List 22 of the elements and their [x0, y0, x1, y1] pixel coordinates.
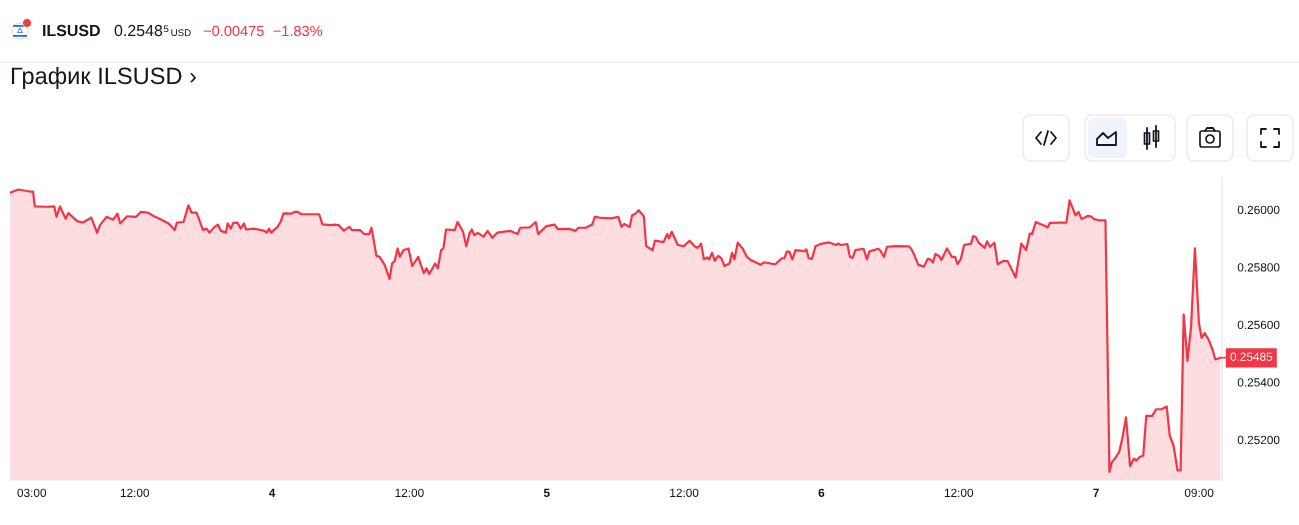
x-tick-label: 03:00	[17, 488, 47, 497]
chart-title: График ILSUSD ›	[11, 66, 196, 89]
x-tick-label: 09:00	[1184, 488, 1214, 497]
y-tick-label: 0.26000	[1237, 205, 1280, 215]
x-tick-label: 7	[1093, 488, 1099, 497]
text: −0.00475	[203, 25, 264, 37]
text: USD	[171, 29, 191, 37]
x-tick-label: 12:00	[120, 488, 150, 497]
text: 0.2548⁵	[114, 24, 169, 37]
x-tick-label: 12:00	[944, 488, 974, 497]
x-tick-label: 6	[818, 488, 825, 497]
y-tick-label: 0.25600	[1237, 320, 1280, 330]
x-tick-label: 12:00	[670, 488, 699, 497]
x-tick-label: 4	[268, 488, 276, 497]
annotation: 0.25485	[1230, 352, 1273, 361]
y-tick-label: 0.25200	[1237, 435, 1280, 445]
y-tick-label: 0.25800	[1237, 263, 1280, 272]
text: ILSUSD	[43, 24, 100, 37]
x-tick-label: 12:00	[395, 488, 424, 497]
y-tick-label: 0.25400	[1237, 378, 1280, 387]
text: −1.83%	[273, 25, 323, 37]
x-tick-label: 5	[543, 488, 550, 497]
